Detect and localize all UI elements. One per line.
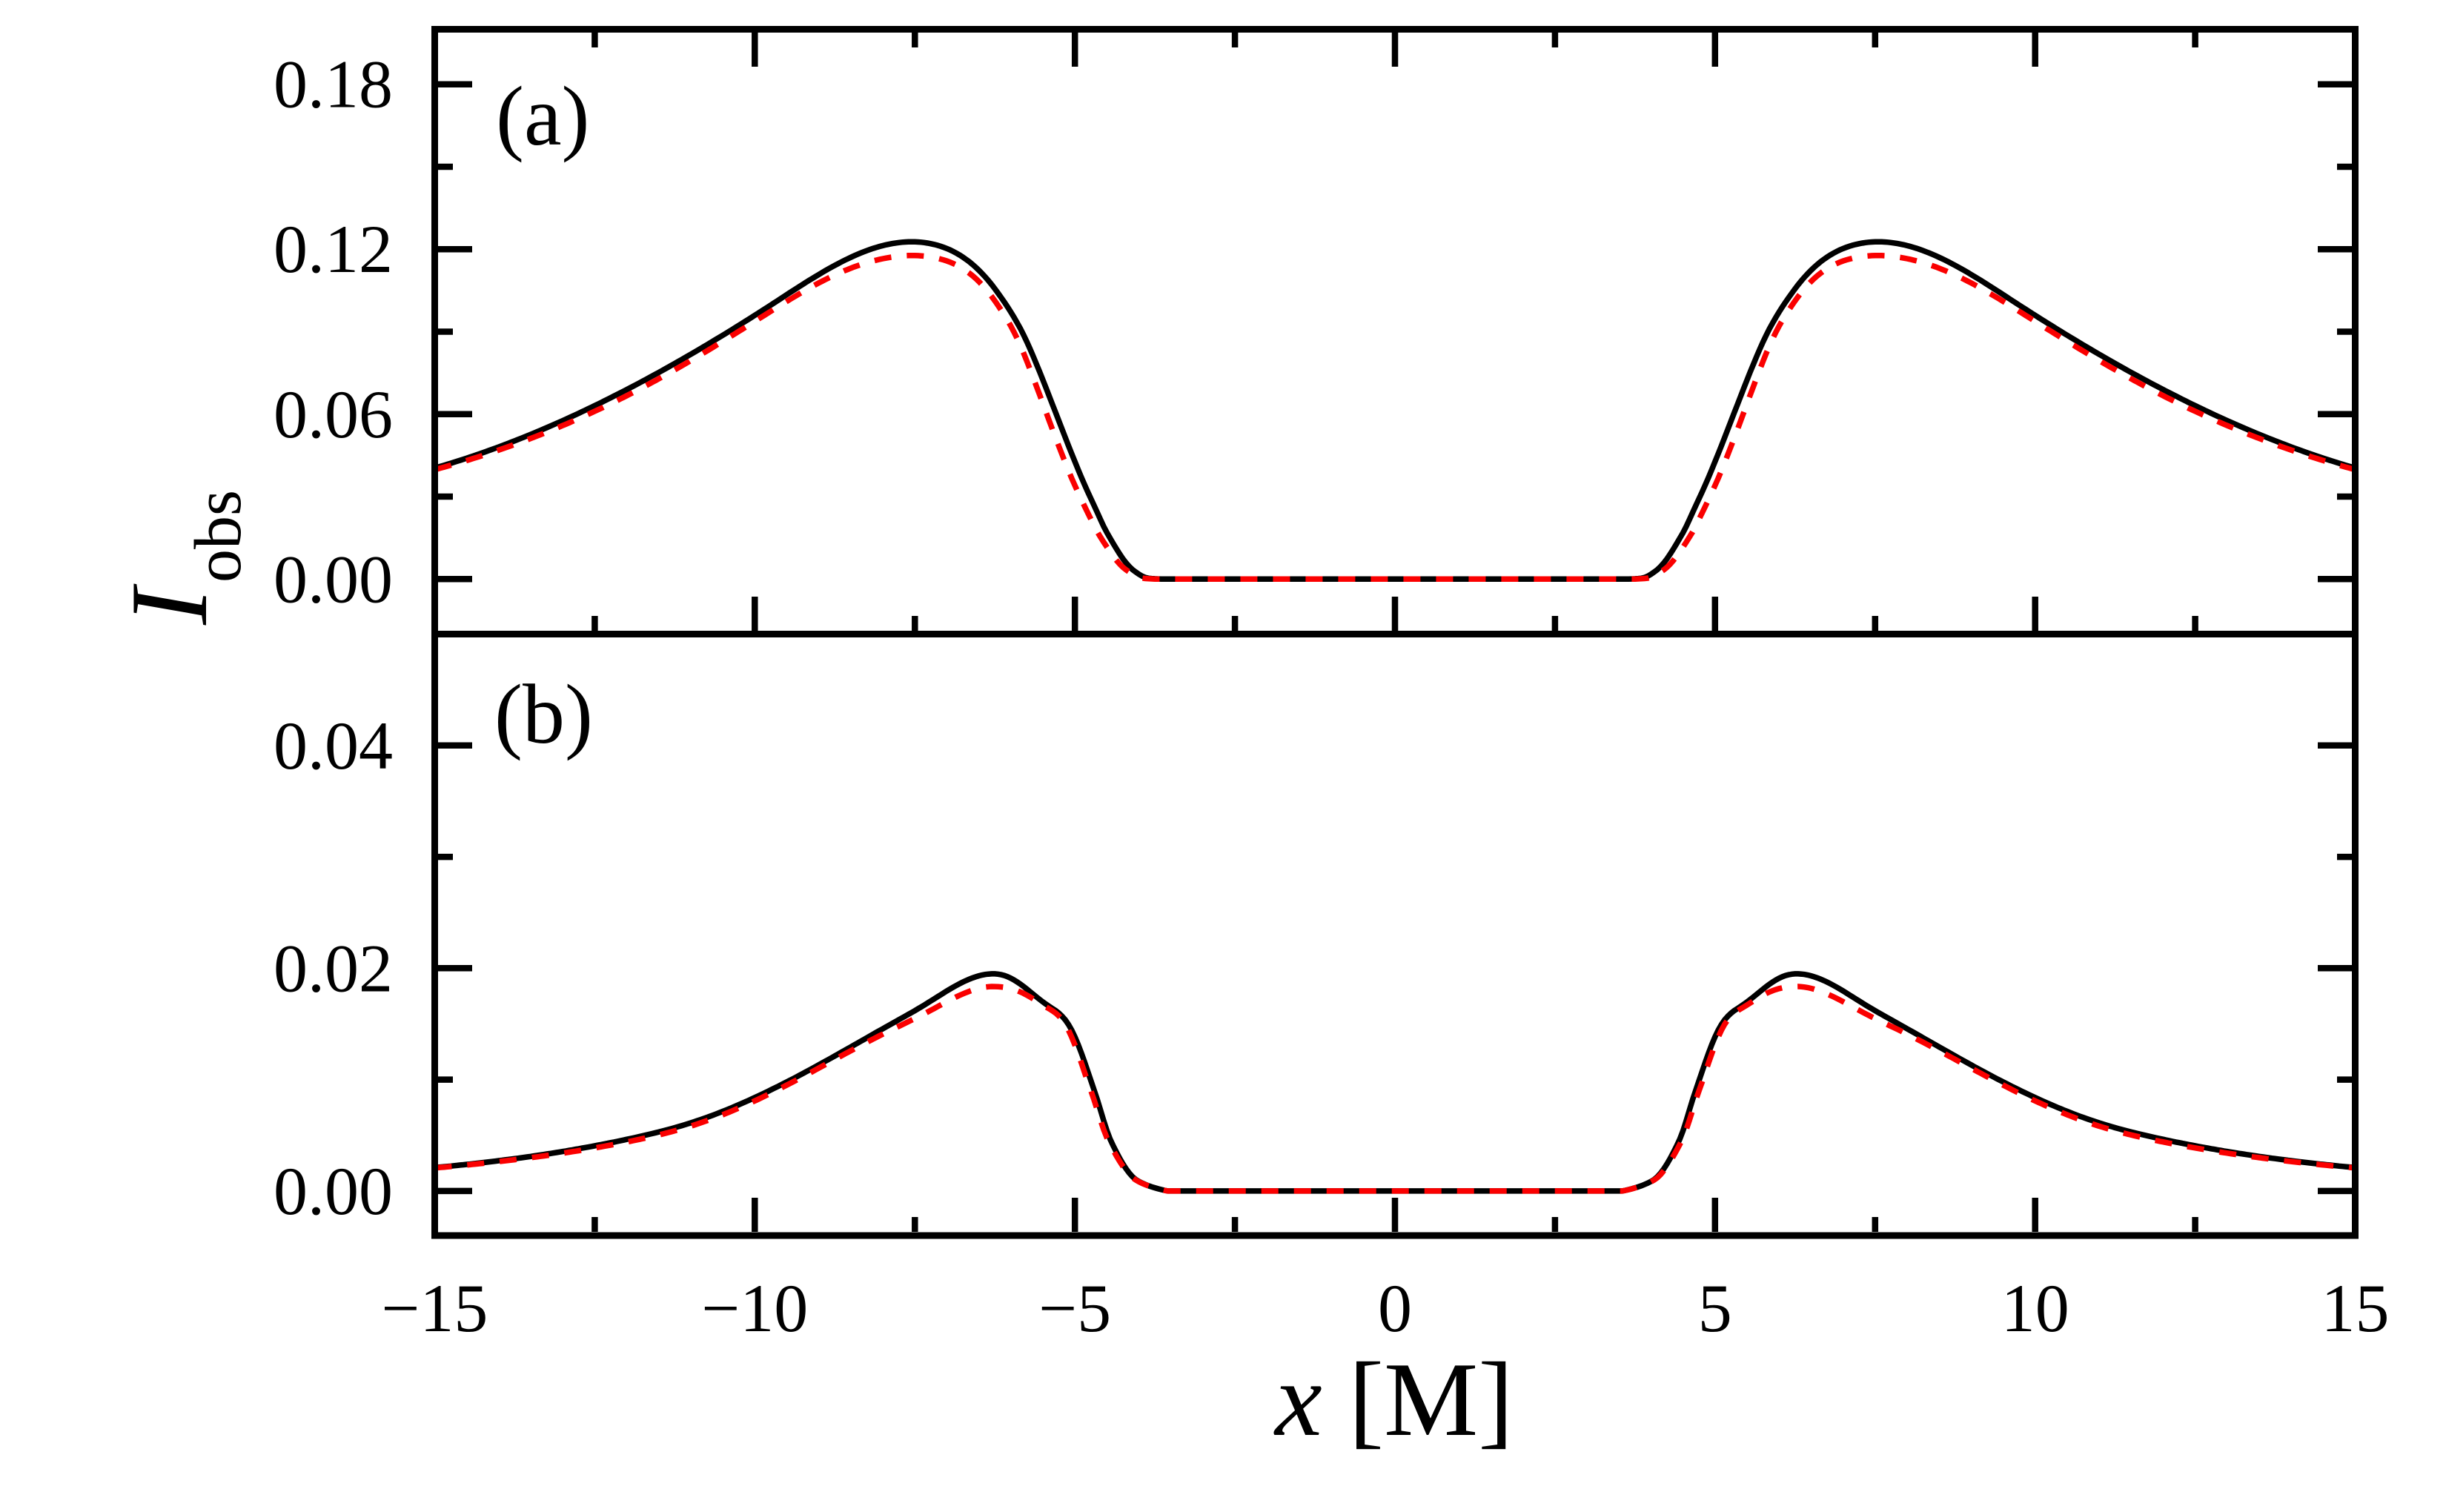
svg-text:5: 5 bbox=[1698, 1270, 1732, 1346]
svg-text:−10: −10 bbox=[701, 1270, 808, 1346]
svg-text:0: 0 bbox=[1378, 1270, 1412, 1346]
svg-text:−5: −5 bbox=[1038, 1270, 1111, 1346]
svg-text:0.06: 0.06 bbox=[274, 377, 393, 452]
svg-text:15: 15 bbox=[2321, 1270, 2390, 1346]
svg-text:−15: −15 bbox=[382, 1270, 488, 1346]
svg-text:(b): (b) bbox=[494, 667, 593, 761]
svg-text:0.12: 0.12 bbox=[274, 211, 393, 287]
svg-text:10: 10 bbox=[2001, 1270, 2069, 1346]
svg-text:0.00: 0.00 bbox=[274, 1153, 393, 1229]
svg-text:x [M]: x [M] bbox=[1273, 1341, 1514, 1458]
svg-text:obs: obs bbox=[182, 490, 255, 583]
svg-text:I: I bbox=[108, 583, 231, 626]
svg-text:(a): (a) bbox=[496, 69, 590, 163]
svg-text:0.00: 0.00 bbox=[274, 541, 393, 617]
svg-text:0.04: 0.04 bbox=[274, 708, 393, 783]
svg-text:0.18: 0.18 bbox=[274, 47, 393, 122]
svg-text:0.02: 0.02 bbox=[274, 930, 393, 1006]
